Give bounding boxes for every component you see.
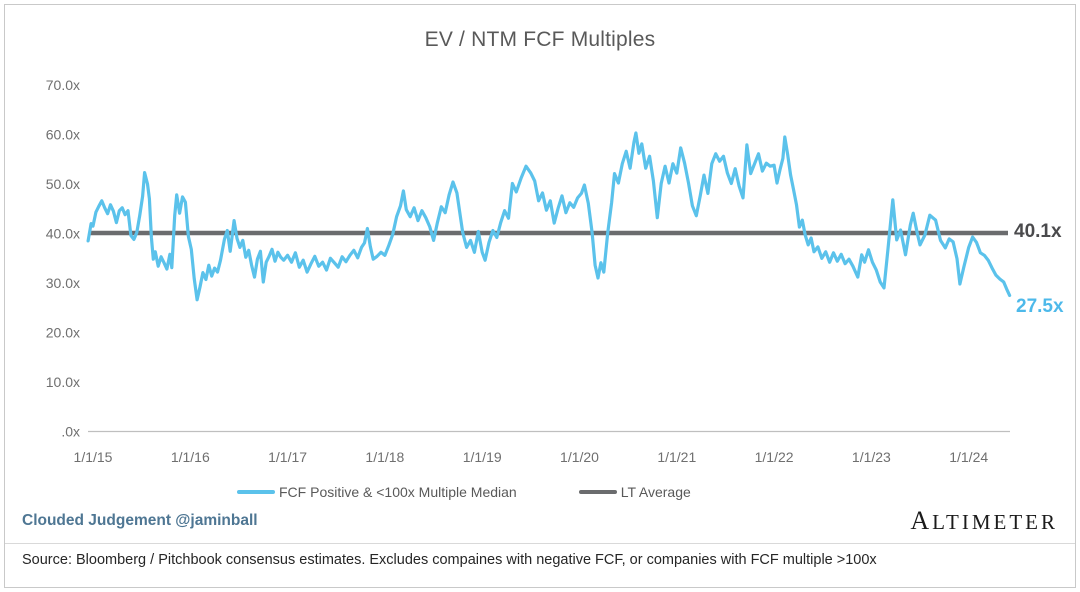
y-axis-tick-label: 60.0x xyxy=(46,127,80,143)
y-axis-tick-labels: 70.0x 60.0x 50.0x 40.0x 30.0x 20.0x 10.0x .0x xyxy=(46,77,80,440)
x-axis-tick-label: 1/1/19 xyxy=(463,449,502,465)
legend: FCF Positive & <100x Multiple Median LT … xyxy=(237,484,691,500)
x-axis-tick-label: 1/1/17 xyxy=(268,449,307,465)
y-axis-tick-label: 30.0x xyxy=(46,275,80,291)
chart-title: EV / NTM FCF Multiples xyxy=(424,28,656,51)
x-axis-tick-label: 1/1/15 xyxy=(74,449,113,465)
x-axis-tick-label: 1/1/18 xyxy=(365,449,404,465)
fcf-median-line-swatch xyxy=(237,490,275,494)
legend-item-lt-average: LT Average xyxy=(578,484,691,500)
source-note: Source: Bloomberg / Pitchbook consensus … xyxy=(22,552,877,568)
legend-item-fcf-median: FCF Positive & <100x Multiple Median xyxy=(237,484,517,500)
y-axis-tick-label: 50.0x xyxy=(46,176,80,192)
y-axis-tick-label: 20.0x xyxy=(46,325,80,341)
x-axis-tick-label: 1/1/22 xyxy=(755,449,794,465)
last-value-label: 27.5x xyxy=(1016,296,1064,318)
y-axis-tick-label: 40.0x xyxy=(46,226,80,242)
y-axis-tick-label: .0x xyxy=(61,424,80,440)
separator-line xyxy=(5,543,1075,544)
y-axis-tick-label: 70.0x xyxy=(46,77,80,93)
legend-label-fcf-median: FCF Positive & <100x Multiple Median xyxy=(279,484,517,500)
fcf-median-line xyxy=(86,131,1012,302)
x-axis-tick-label: 1/1/24 xyxy=(949,449,988,465)
attribution: Clouded Judgement @jaminball xyxy=(22,512,258,529)
legend-label-lt-average: LT Average xyxy=(620,484,691,500)
altimeter-logo: ALTIMETER xyxy=(910,506,1058,535)
x-axis-tick-label: 1/1/23 xyxy=(852,449,891,465)
lt-average-line-swatch xyxy=(578,490,617,494)
y-axis-tick-label: 10.0x xyxy=(46,374,80,390)
lt-average-label: 40.1x xyxy=(1014,221,1062,242)
chart-plot: 70.0x 60.0x 50.0x 40.0x 30.0x 20.0x 10.0x .0x 1… xyxy=(46,77,1012,465)
x-axis-tick-label: 1/1/16 xyxy=(171,449,210,465)
x-axis-tick-label: 1/1/21 xyxy=(657,449,696,465)
page-frame xyxy=(4,4,1076,588)
x-axis-tick-label: 1/1/20 xyxy=(560,449,599,465)
x-axis-tick-labels: 1/1/15 1/1/16 1/1/17 1/1/18 1/1/19 1/1/20 1/1/… xyxy=(74,449,989,465)
